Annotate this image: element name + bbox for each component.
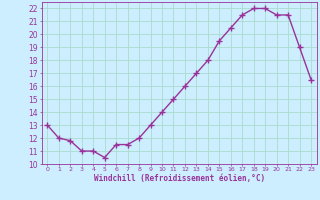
X-axis label: Windchill (Refroidissement éolien,°C): Windchill (Refroidissement éolien,°C) bbox=[94, 174, 265, 183]
